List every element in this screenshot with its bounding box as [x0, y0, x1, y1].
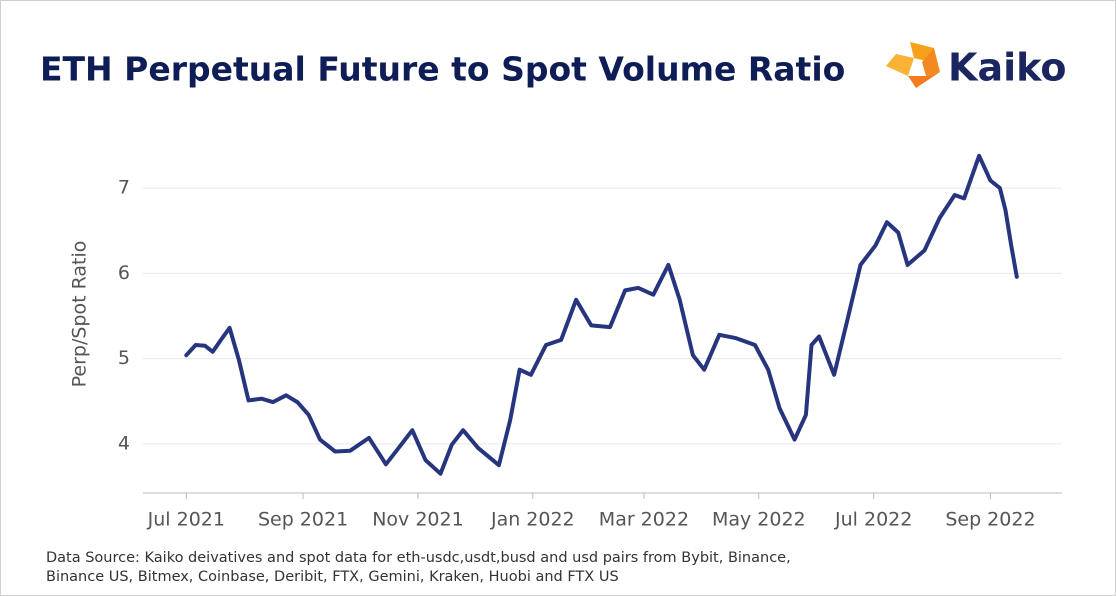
chart-title: ETH Perpetual Future to Spot Volume Rati…	[40, 50, 845, 89]
y-tick-label: 7	[118, 177, 130, 199]
x-tick-label: Jul 2021	[147, 509, 225, 531]
y-tick-label: 4	[118, 432, 130, 454]
x-tick-label: Jul 2022	[834, 509, 912, 531]
logo-icon	[886, 42, 940, 88]
x-tick-label: May 2022	[712, 509, 806, 531]
logo-text: Kaiko	[948, 46, 1066, 90]
source-note: Binance US, Bitmex, Coinbase, Deribit, F…	[46, 569, 619, 585]
x-tick-label: Sep 2022	[945, 509, 1035, 531]
x-tick-label: Jan 2022	[490, 509, 575, 531]
y-tick-label: 5	[118, 347, 130, 369]
y-axis-label: Perp/Spot Ratio	[69, 241, 91, 388]
source-note: Data Source: Kaiko deivatives and spot d…	[46, 550, 791, 566]
x-tick-label: Mar 2022	[599, 509, 689, 531]
x-tick-label: Sep 2021	[258, 509, 348, 531]
x-tick-label: Nov 2021	[372, 509, 463, 531]
data-line	[184, 153, 1019, 476]
y-tick-label: 6	[118, 262, 130, 284]
